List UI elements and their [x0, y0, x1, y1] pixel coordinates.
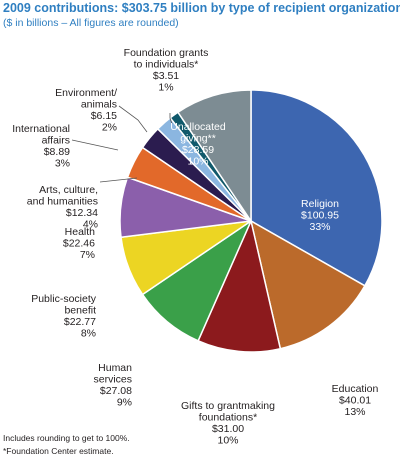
slice-label-percent: 9% [117, 397, 132, 409]
slice-label-percent: 10% [217, 435, 238, 447]
slice-label-value: $22.46 [63, 238, 95, 250]
slice-label-name: Arts, culture, [39, 184, 98, 196]
slice-label-name: affairs [42, 135, 70, 147]
slice-label-value: $6.15 [91, 110, 117, 122]
slice-label-name: foundations* [199, 412, 257, 424]
slice-label-value: $27.08 [100, 385, 132, 397]
footnote-foundation-center: *Foundation Center estimate. [3, 446, 114, 456]
slice-label-9: Foundation grants to individuals* $3.51 1% [124, 47, 209, 94]
slice-label-name: Gifts to grantmaking [181, 400, 275, 412]
slice-label-name: Health [65, 226, 96, 238]
leader-line-6 [99, 177, 138, 183]
pie-slice-unallocated-giving [177, 89, 252, 222]
slice-label-value: $31.00 [212, 423, 244, 435]
slice-label-value: $22.77 [64, 316, 96, 328]
slice-label-value: $8.89 [44, 146, 70, 158]
slice-label-name: services [93, 374, 132, 386]
slice-label-value: $12.34 [66, 207, 98, 219]
slice-label-percent: 1% [158, 82, 173, 94]
slice-label-name: Environment/ [55, 87, 117, 99]
slice-label-name: animals [81, 99, 117, 111]
pie-slice-gifts-to-grantmaking-foundations [197, 220, 282, 353]
slice-label-name: International [12, 123, 70, 135]
slice-label-7: International affairs $8.89 3% [12, 123, 70, 170]
slice-label-value: $40.01 [339, 395, 371, 407]
leader-lines [71, 105, 173, 183]
slice-label-6: Arts, culture, and humanities $12.34 4% [27, 184, 98, 231]
slice-label-0: Religion $100.95 33% [301, 198, 339, 233]
slice-label-3: Human services $27.08 9% [93, 362, 132, 409]
slice-label-name: Religion [301, 198, 339, 210]
slice-label-name: giving** [180, 133, 216, 145]
slice-label-name: Unallocated [170, 121, 226, 133]
slice-label-4: Public-society benefit $22.77 8% [31, 293, 97, 340]
slice-label-value: $100.95 [301, 210, 339, 222]
chart-subtitle: ($ in billions – All figures are rounded… [3, 17, 179, 29]
slice-label-name: benefit [64, 305, 96, 317]
slice-label-5: Health $22.46 7% [63, 226, 95, 261]
slice-label-percent: 8% [81, 328, 96, 340]
slice-label-percent: 10% [187, 156, 208, 168]
slice-label-2: Gifts to grantmaking foundations* $31.00 10… [181, 400, 275, 447]
slice-label-8: Environment/animals $6.15 2% [55, 87, 117, 134]
slice-label-value: $28.59 [182, 144, 214, 156]
slice-label-percent: 3% [55, 158, 70, 170]
slice-label-10: Unallocated giving** $28.59 10% [170, 121, 226, 168]
slice-label-percent: 7% [80, 249, 95, 261]
slice-labels: Religion $100.95 33% Education $40.01 13% Gift… [12, 47, 378, 447]
pie-slice-education [250, 220, 366, 350]
slice-label-name: Public-society [31, 293, 97, 305]
slice-label-1: Education $40.01 13% [332, 383, 379, 418]
slice-label-percent: 2% [102, 122, 117, 134]
leader-line-7 [71, 139, 119, 151]
slice-label-value: $3.51 [153, 70, 179, 82]
slice-label-name: Education [332, 383, 379, 395]
slice-label-name: and humanities [27, 196, 98, 208]
chart-title: 2009 contributions: $303.75 billion by t… [3, 1, 400, 15]
footnote-rounding: Includes rounding to get to 100%. [3, 433, 130, 443]
slice-label-percent: 33% [309, 221, 330, 233]
slice-label-name: Foundation grants [124, 47, 209, 59]
slice-label-name: Human [98, 362, 132, 374]
slice-label-percent: 4% [83, 219, 98, 231]
pie-slices [119, 89, 383, 353]
slice-label-percent: 13% [344, 406, 365, 418]
pie-slice-religion [250, 89, 383, 287]
leader-line-9 [169, 113, 173, 125]
leader-line-8 [118, 105, 148, 133]
slice-label-name: to individuals* [134, 59, 199, 71]
